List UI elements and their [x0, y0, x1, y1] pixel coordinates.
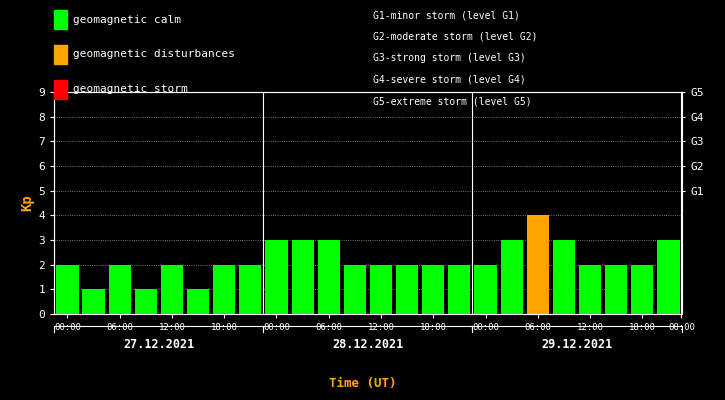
Text: 27.12.2021: 27.12.2021 [123, 338, 194, 350]
Bar [500, 240, 523, 314]
Y-axis label: Kp: Kp [20, 195, 34, 211]
Bar [135, 289, 157, 314]
Text: geomagnetic calm: geomagnetic calm [73, 15, 181, 25]
Bar [161, 265, 183, 314]
Text: 29.12.2021: 29.12.2021 [542, 338, 613, 350]
Text: G3-strong storm (level G3): G3-strong storm (level G3) [373, 53, 526, 63]
Bar [318, 240, 340, 314]
Bar [631, 265, 653, 314]
Bar [344, 265, 366, 314]
Text: G4-severe storm (level G4): G4-severe storm (level G4) [373, 75, 526, 85]
Bar [265, 240, 288, 314]
Bar [396, 265, 418, 314]
Bar [474, 265, 497, 314]
Bar [448, 265, 471, 314]
Text: geomagnetic disturbances: geomagnetic disturbances [73, 49, 235, 59]
Text: G2-moderate storm (level G2): G2-moderate storm (level G2) [373, 32, 538, 42]
Bar [526, 215, 549, 314]
Bar [57, 265, 78, 314]
Text: geomagnetic storm: geomagnetic storm [73, 84, 188, 94]
Bar [291, 240, 314, 314]
Text: Time (UT): Time (UT) [328, 377, 397, 390]
Bar [605, 265, 627, 314]
Bar [422, 265, 444, 314]
Bar [552, 240, 575, 314]
Text: G1-minor storm (level G1): G1-minor storm (level G1) [373, 10, 521, 20]
Bar [109, 265, 130, 314]
Bar [579, 265, 601, 314]
Bar [658, 240, 679, 314]
Bar [239, 265, 262, 314]
Bar [370, 265, 392, 314]
Text: 28.12.2021: 28.12.2021 [332, 338, 404, 350]
Bar [83, 289, 104, 314]
Text: G5-extreme storm (level G5): G5-extreme storm (level G5) [373, 96, 532, 106]
Bar [187, 289, 210, 314]
Bar [213, 265, 236, 314]
